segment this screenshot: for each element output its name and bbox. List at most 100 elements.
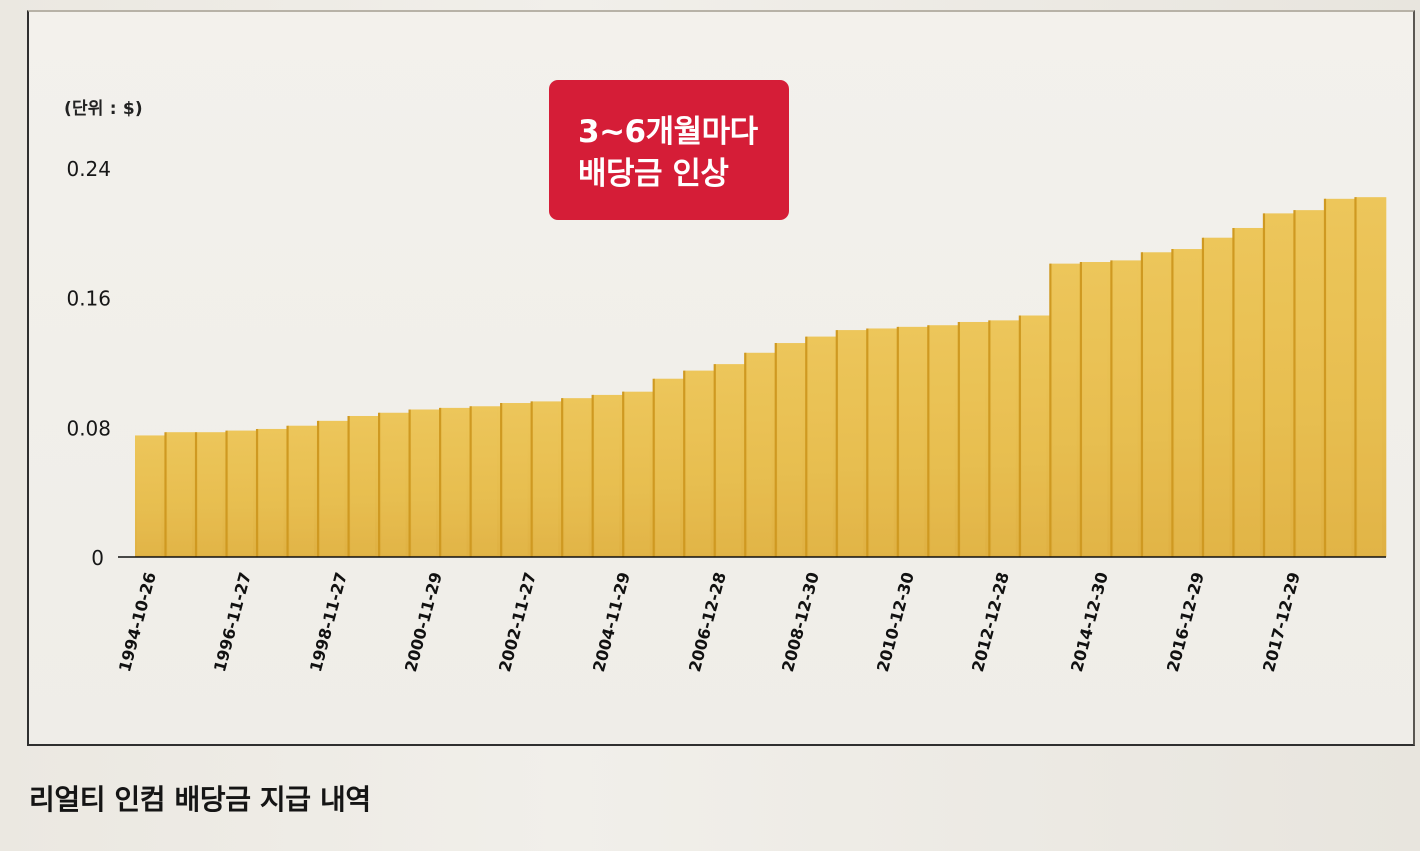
dividend-bar-sheen-28	[960, 323, 986, 555]
x-tick-layer: 1994-10-26 1996-11-27 1998-11-27 2000-11-29…	[115, 570, 1304, 674]
dividend-bar-sheen-7	[320, 422, 345, 555]
y-tick-label: 0.24	[66, 157, 111, 181]
dividend-bar-sheen-41	[1357, 199, 1382, 556]
y-tick-label: 0.16	[66, 287, 111, 311]
dividend-bar-16	[592, 394, 624, 557]
dividend-bar-29	[989, 320, 1021, 557]
dividend-bar-sheen-20	[716, 366, 742, 555]
dividend-bar-sheen-23	[808, 338, 833, 555]
dividend-bar-19	[684, 370, 716, 557]
dividend-bar-sheen-18	[655, 380, 681, 555]
dividend-bar-2	[165, 432, 197, 557]
bars-layer	[135, 197, 1387, 558]
dividend-bar-34	[1141, 252, 1173, 557]
x-tick-label: 2012-12-28	[968, 570, 1013, 674]
dividend-bar-sheen-12	[472, 408, 498, 555]
dividend-bar-sheen-14	[533, 403, 559, 555]
dividend-bar-sheen-38	[1265, 215, 1291, 555]
dividend-bar-13	[501, 403, 532, 557]
x-tick-label: 2010-12-30	[873, 570, 918, 674]
dividend-bar-sheen-4	[228, 432, 254, 555]
dividend-bar-sheen-24	[838, 332, 864, 555]
dividend-bar-10	[409, 409, 441, 557]
dividend-bar-6	[287, 425, 319, 557]
dividend-bar-26	[897, 326, 929, 557]
x-tick-label: 1998-11-27	[306, 570, 351, 674]
x-tick-label: 2014-12-30	[1067, 570, 1112, 674]
dividend-bar-sheen-34	[1143, 254, 1169, 555]
dividend-bar-9	[379, 412, 410, 557]
dividend-bar-41	[1355, 197, 1387, 558]
x-tick-label: 2016-12-29	[1163, 570, 1208, 674]
dividend-bar-sheen-25	[869, 330, 894, 555]
dividend-bar-sheen-22	[777, 345, 803, 555]
dividend-bar-23	[806, 336, 838, 557]
dividend-bar-sheen-2	[167, 434, 193, 555]
dividend-bar-38	[1263, 213, 1295, 557]
dividend-bar-30	[1019, 315, 1051, 557]
dividend-bar-sheen-15	[564, 400, 589, 555]
dividend-bar-sheen-6	[289, 427, 315, 555]
dividend-bar-35	[1172, 249, 1204, 558]
dividend-bar-22	[775, 343, 807, 557]
dividend-bar-sheen-11	[442, 409, 467, 555]
x-tick-label: 1996-11-27	[210, 570, 255, 674]
dividend-bar-4	[226, 430, 258, 557]
dividend-bar-40	[1324, 198, 1356, 558]
dividend-bar-sheen-8	[350, 417, 376, 555]
dividend-bar-39	[1294, 210, 1326, 557]
dividend-bar-sheen-33	[1113, 262, 1138, 555]
dividend-bar-sheen-30	[1021, 317, 1047, 555]
dividend-bar-sheen-16	[594, 396, 620, 555]
dividend-bar-sheen-19	[686, 372, 711, 555]
dividend-bar-sheen-29	[991, 322, 1016, 555]
dividend-bar-8	[348, 415, 380, 557]
y-tick-label: 0	[91, 546, 104, 570]
dividend-bar-36	[1202, 237, 1234, 557]
callout-line-2: 배당금 인상	[578, 156, 729, 192]
x-tick-label: 1994-10-26	[115, 570, 160, 674]
x-tick-label: 2008-12-30	[778, 570, 823, 674]
dividend-bar-sheen-13	[503, 405, 528, 555]
dividend-bar-12	[470, 406, 502, 557]
dividend-bar-sheen-5	[259, 430, 284, 555]
dividend-bar-sheen-32	[1082, 264, 1108, 555]
dividend-bar-7	[318, 420, 349, 557]
dividend-bar-sheen-1	[137, 437, 162, 555]
dividend-bar-sheen-17	[625, 393, 650, 555]
x-tick-label: 2002-11-27	[495, 570, 540, 674]
y-tick-label: 0.08	[66, 416, 111, 440]
dividend-bar-sheen-31	[1052, 265, 1077, 555]
callout-line-1: 3~6개월마다	[578, 114, 758, 150]
dividend-bar-sheen-21	[747, 354, 772, 555]
x-tick-label: 2006-12-28	[685, 570, 730, 674]
dividend-bar-sheen-26	[899, 328, 925, 555]
x-tick-label: 2000-11-29	[401, 570, 446, 674]
dividend-bar-sheen-37	[1235, 229, 1260, 555]
dividend-bar-3	[196, 432, 227, 557]
x-tick-label: 2004-11-29	[589, 570, 634, 674]
y-tick-layer: 0 0.08 0.16 0.24	[66, 157, 111, 570]
dividend-bar-sheen-40	[1326, 200, 1352, 556]
dividend-bar-25	[867, 328, 899, 557]
dividend-bar-sheen-9	[381, 414, 406, 555]
unit-label: (단위 : $)	[64, 99, 143, 119]
dividend-bar-33	[1111, 260, 1143, 557]
dividend-bar-1	[135, 435, 166, 557]
dividend-bar-32	[1080, 262, 1112, 557]
dividend-bar-sheen-27	[930, 327, 955, 555]
dividend-bar-17	[623, 391, 655, 557]
dividend-bar-28	[958, 321, 990, 557]
dividend-increase-callout: 3~6개월마다 배당금 인상	[549, 80, 789, 220]
dividend-bar-31	[1050, 263, 1082, 557]
dividend-bar-sheen-36	[1204, 239, 1230, 555]
x-tick-label: 2017-12-29	[1259, 570, 1304, 674]
dividend-bar-5	[257, 428, 288, 557]
chart-caption: 리얼티 인컴 배당금 지급 내역	[29, 783, 371, 816]
dividend-bar-14	[531, 401, 563, 557]
dividend-bar-15	[562, 398, 593, 557]
dividend-bar-sheen-3	[198, 434, 223, 555]
dividend-bar-sheen-10	[411, 411, 437, 555]
dividend-bar-20	[714, 364, 746, 557]
